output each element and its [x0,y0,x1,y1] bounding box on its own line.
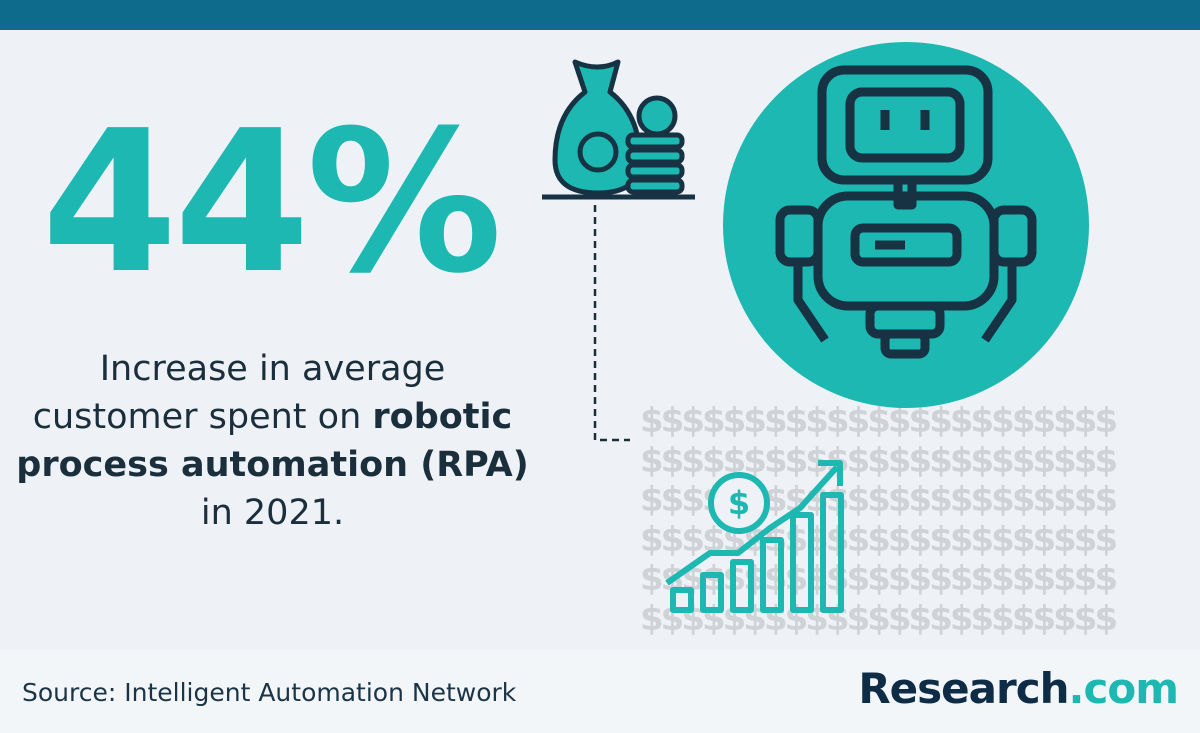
text: in 2021. [200,493,345,533]
description-line: in 2021. [0,489,545,537]
bold-text: process automation (RPA) [16,445,529,485]
description-line: Increase in average [0,345,545,393]
footer [0,650,1200,733]
logo: Research.com [858,664,1179,713]
source: Source: Intelligent Automation Network [22,678,517,707]
bold-text: robotic [372,397,513,437]
top-bar [0,0,1200,30]
text: customer spent on [32,397,373,437]
pattern-row: $$$$$$$$$$$$$$$$$$$$$$$ [640,440,1118,481]
logo-suffix: .com [1068,664,1179,713]
growth-icon [665,460,844,613]
logo-name: Research [858,664,1069,713]
dollar-symbol: $ [728,484,750,522]
text: Increase in average [99,349,446,389]
description: Increase in average customer spent on ro… [0,345,545,537]
description-line: process automation (RPA) [0,441,545,489]
headline: 44% [41,89,502,317]
description-line: customer spent on robotic [0,393,545,441]
pattern-row: $$$$$$$$$$$$$$$$$$$$$$$ [640,402,1118,441]
money-icon [542,59,695,200]
connector [593,205,630,442]
robot-icon [775,65,1037,359]
